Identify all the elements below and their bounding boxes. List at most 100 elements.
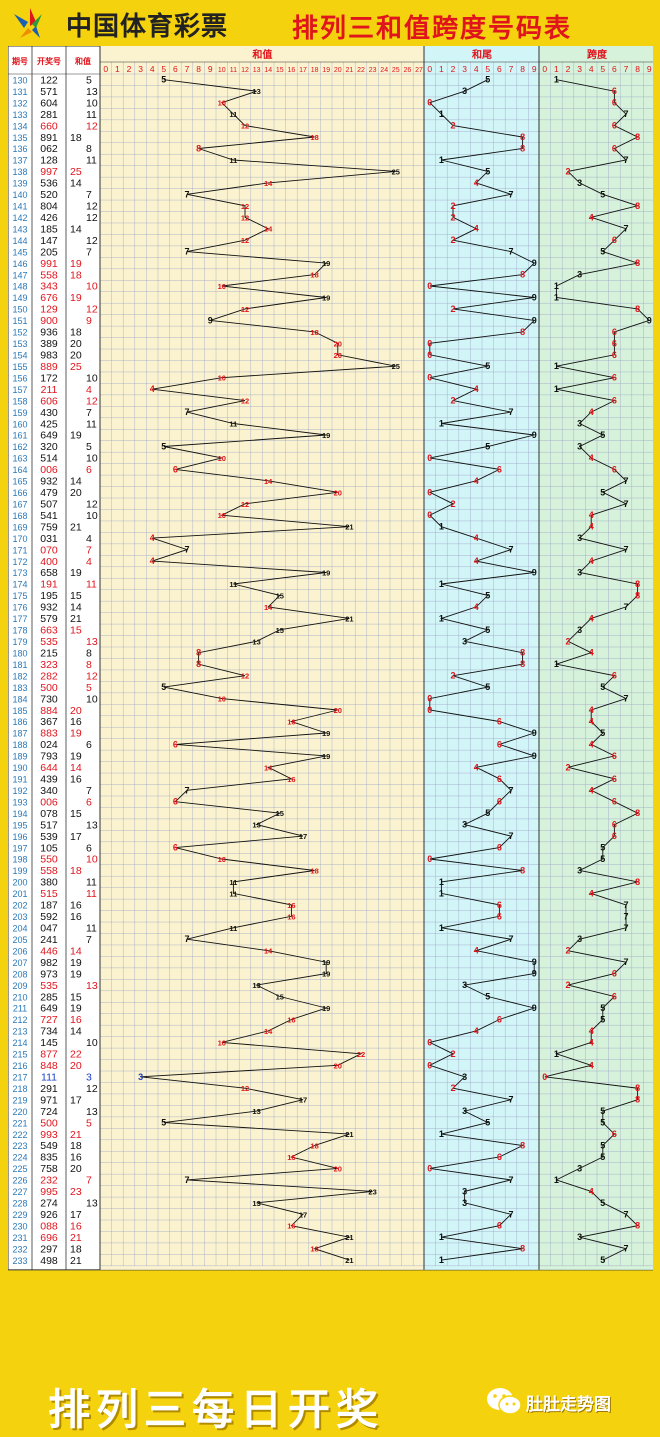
draw-number: 232 xyxy=(40,1175,58,1187)
span-point: 6 xyxy=(612,992,617,1002)
sum-value: 13 xyxy=(86,819,98,831)
tick-label: 22 xyxy=(357,67,365,74)
tick-label: 23 xyxy=(369,67,377,74)
span-point: 5 xyxy=(600,854,605,864)
tail-point: 8 xyxy=(520,270,525,280)
period-number: 224 xyxy=(12,1153,27,1163)
span-point: 7 xyxy=(623,1209,628,1219)
draw-number: 891 xyxy=(40,132,58,144)
sum-value: 18 xyxy=(70,1140,82,1152)
period-number: 133 xyxy=(12,110,27,120)
span-point: 2 xyxy=(565,636,570,646)
sum-value: 13 xyxy=(86,1198,98,1210)
draw-number: 187 xyxy=(40,900,58,912)
draw-number: 006 xyxy=(40,796,58,808)
tail-point: 5 xyxy=(485,992,490,1002)
sum-point: 15 xyxy=(276,591,284,600)
span-point: 3 xyxy=(577,568,582,578)
span-point: 8 xyxy=(635,579,640,589)
tail-point: 0 xyxy=(427,510,432,520)
tail-point: 6 xyxy=(497,774,502,784)
sum-point: 17 xyxy=(299,1096,307,1105)
tail-point: 6 xyxy=(497,1221,502,1231)
period-number: 137 xyxy=(12,156,27,166)
period-number: 184 xyxy=(12,694,27,704)
sum-point: 7 xyxy=(184,407,189,417)
sum-value: 4 xyxy=(86,384,92,396)
tick-label: 3 xyxy=(462,64,467,74)
sum-point: 20 xyxy=(334,706,342,715)
span-point: 8 xyxy=(635,1095,640,1105)
tick-label: 3 xyxy=(138,64,143,74)
tail-point: 9 xyxy=(532,969,537,979)
span-point: 6 xyxy=(612,143,617,153)
tail-point: 7 xyxy=(508,934,513,944)
tail-point: 6 xyxy=(497,716,502,726)
period-number: 156 xyxy=(12,373,27,383)
tail-point: 4 xyxy=(474,556,479,566)
tail-point: 7 xyxy=(508,189,513,199)
sum-value: 19 xyxy=(70,728,82,740)
period-number: 218 xyxy=(12,1084,27,1094)
tick-label: 9 xyxy=(532,64,537,74)
sum-value: 15 xyxy=(70,991,82,1003)
sum-point: 11 xyxy=(229,580,237,589)
span-point: 5 xyxy=(600,1198,605,1208)
span-point: 5 xyxy=(600,1003,605,1013)
span-point: 4 xyxy=(589,556,594,566)
period-number: 130 xyxy=(12,75,27,85)
tail-point: 1 xyxy=(439,1232,444,1242)
span-point: 4 xyxy=(589,785,594,795)
span-point: 5 xyxy=(600,1014,605,1024)
span-point: 2 xyxy=(565,762,570,772)
period-number: 182 xyxy=(12,671,27,681)
draw-number: 122 xyxy=(40,74,58,86)
sum-point: 15 xyxy=(276,809,284,818)
sum-point: 3 xyxy=(138,1072,143,1082)
period-number: 228 xyxy=(12,1199,27,1209)
span-line xyxy=(544,79,651,1261)
period-number: 204 xyxy=(12,924,27,934)
draw-number: 241 xyxy=(40,934,58,946)
period-number: 163 xyxy=(12,454,27,464)
draw-number: 031 xyxy=(40,533,58,545)
tail-point: 8 xyxy=(520,132,525,142)
span-point: 2 xyxy=(565,166,570,176)
draw-number: 400 xyxy=(40,556,58,568)
period-number: 215 xyxy=(12,1050,27,1060)
sum-value: 20 xyxy=(70,487,82,499)
draw-number: 973 xyxy=(40,968,58,980)
tail-point: 4 xyxy=(474,602,479,612)
sum-value: 15 xyxy=(70,808,82,820)
draw-number: 185 xyxy=(40,223,58,235)
tail-point: 6 xyxy=(497,843,502,853)
tail-point: 3 xyxy=(462,1198,467,1208)
sum-value: 10 xyxy=(86,453,98,465)
tail-point: 6 xyxy=(497,900,502,910)
tail-point: 9 xyxy=(532,1003,537,1013)
sum-point: 18 xyxy=(310,328,318,337)
tail-point: 8 xyxy=(520,659,525,669)
sum-point: 12 xyxy=(241,122,249,131)
span-point: 2 xyxy=(565,980,570,990)
sum-value: 16 xyxy=(70,1014,82,1026)
tail-point: 7 xyxy=(508,407,513,417)
tick-label: 2 xyxy=(127,64,132,74)
tail-point: 8 xyxy=(520,648,525,658)
sum-value: 22 xyxy=(70,1049,82,1061)
tick-label: 4 xyxy=(150,64,155,74)
sum-value: 12 xyxy=(86,395,98,407)
tail-point: 1 xyxy=(439,109,444,119)
span-point: 8 xyxy=(635,304,640,314)
span-point: 1 xyxy=(554,281,559,291)
tail-point: 4 xyxy=(474,178,479,188)
sum-point: 13 xyxy=(252,637,260,646)
period-number: 131 xyxy=(12,87,27,97)
draw-number: 389 xyxy=(40,338,58,350)
period-number: 227 xyxy=(12,1187,27,1197)
tail-point: 2 xyxy=(450,235,455,245)
sum-value: 12 xyxy=(86,235,98,247)
sum-value: 4 xyxy=(86,533,92,545)
sum-value: 12 xyxy=(86,120,98,132)
tail-point: 5 xyxy=(485,808,490,818)
